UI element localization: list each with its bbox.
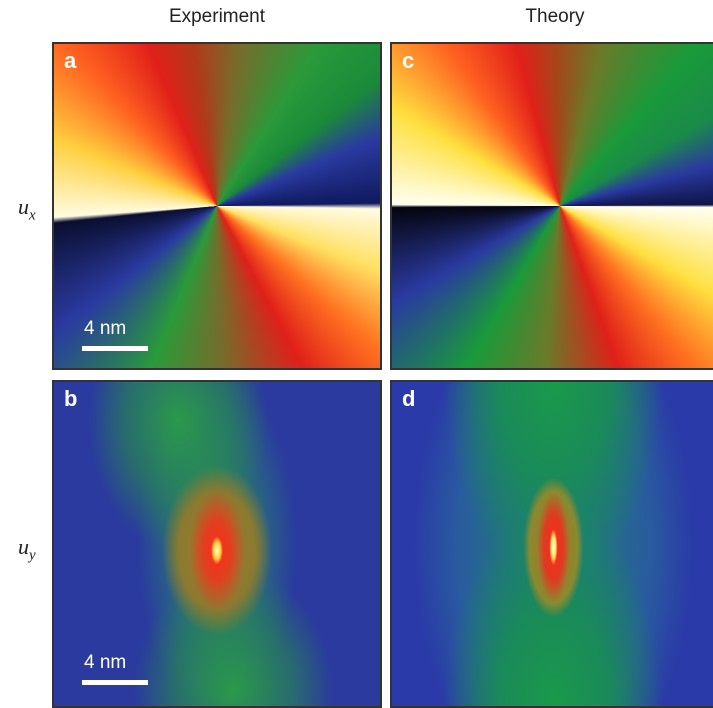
row-label: uy (18, 534, 36, 564)
panel-image: c (390, 42, 713, 370)
panel-image: d (390, 380, 713, 708)
scale-bar-label: 4 nm (84, 318, 127, 339)
panel-label: a (64, 48, 77, 73)
panel-label: c (402, 48, 415, 73)
panel-label: b (64, 386, 78, 411)
panel-image: b 4 nm (52, 380, 382, 708)
scale-bar (82, 346, 148, 351)
scale-bar (82, 680, 148, 685)
column-header: Experiment (168, 6, 266, 27)
row-subscript: y (29, 547, 36, 564)
panel-label: d (402, 386, 416, 411)
row-symbol: u (18, 534, 29, 559)
row-subscript: x (29, 207, 36, 224)
row-label: ux (18, 194, 36, 224)
scale-bar-label: 4 nm (84, 652, 127, 673)
column-header: Theory (525, 6, 585, 27)
row-symbol: u (18, 194, 29, 219)
panel-image: a 4 nm (52, 42, 382, 370)
